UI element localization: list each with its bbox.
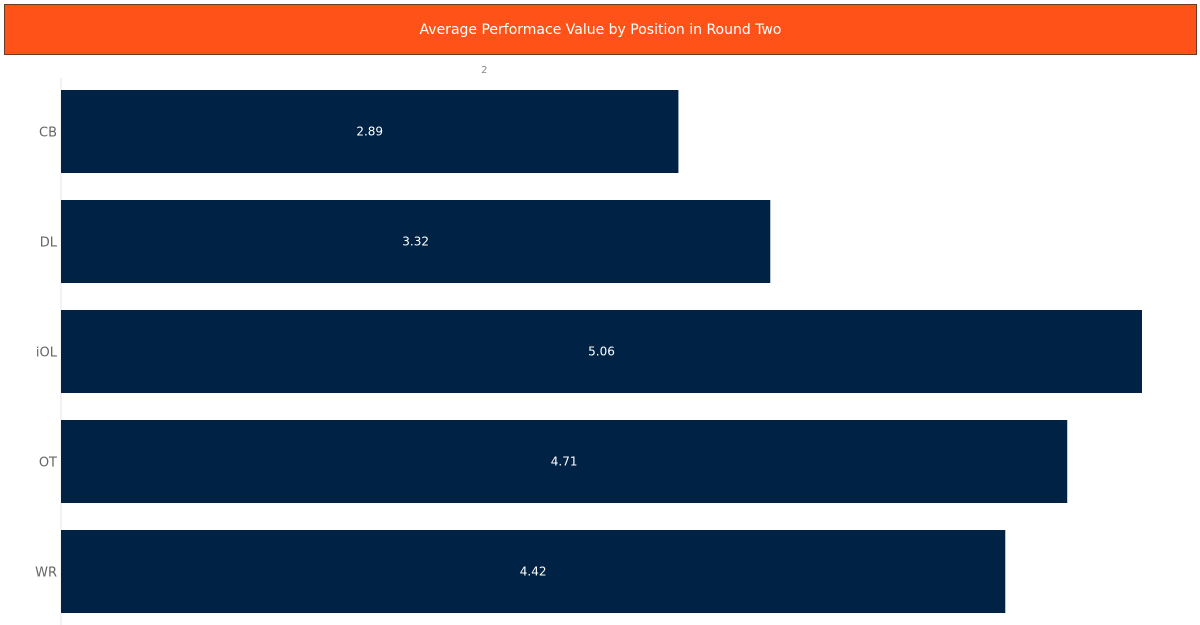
bar-ot [61,420,1068,503]
bar-dl [61,200,771,283]
value-label: 4.42 [520,565,547,579]
category-label: WR [35,566,57,581]
bar-cb [61,90,679,173]
chart-title-banner: Average Performace Value by Position in … [4,4,1197,55]
value-label: 3.32 [402,235,429,249]
category-label: CB [39,126,57,141]
x-tick-label: 2 [481,65,487,76]
bar-wr [61,530,1006,613]
chart-title: Average Performace Value by Position in … [419,21,782,38]
value-label: 2.89 [356,125,383,139]
value-label: 4.71 [551,455,578,469]
category-label: OT [39,456,57,471]
category-label: DL [40,236,58,251]
bar-iol [61,310,1142,393]
category-label: iOL [36,346,58,361]
value-label: 5.06 [588,345,615,359]
